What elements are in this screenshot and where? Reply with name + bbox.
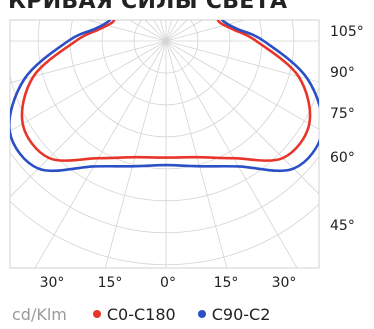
angle-label-bottom-2: 15° <box>98 275 123 291</box>
grid-ring-6 <box>10 151 319 234</box>
angle-label-bottom-3: 0° <box>160 275 176 291</box>
unit-label: cd/Klm <box>12 304 67 324</box>
angle-label-right-5: 45° <box>330 218 355 234</box>
grid-spoke-75 <box>165 40 319 83</box>
grid-spoke-m105 <box>86 20 167 42</box>
series-group <box>10 20 319 173</box>
legend-entry-c90-c2: C90-C2 <box>197 304 271 324</box>
grid-spoke-m75 <box>10 40 167 84</box>
angle-label-right-3: 75° <box>330 106 355 122</box>
grid-spoke-m45 <box>10 40 167 198</box>
series-line-c0-c180 <box>20 20 312 162</box>
grid-spoke-30 <box>165 40 298 268</box>
legend: cd/Klm C0-C180 C90-C2 <box>12 303 292 325</box>
grid-spoke-45 <box>165 40 319 195</box>
grid-spoke-m30 <box>34 40 167 268</box>
angle-label-right-2: 90° <box>330 65 355 81</box>
chart-title: КРИВАЯ СИЛЫ СВЕТА <box>8 0 288 14</box>
right-angle-labels: 105° 90° 75° 60° 45° <box>330 24 364 234</box>
angle-label-bottom-1: 30° <box>40 275 65 291</box>
grid-spoke-m60 <box>10 40 167 132</box>
legend-label-c0-c180: C0-C180 <box>106 304 176 324</box>
polar-grid <box>10 20 319 268</box>
polar-chart: 105° 90° 75° 60° 45° 30° 15° 0° 15° 30° <box>9 19 364 291</box>
grid-spoke-m15 <box>104 40 167 268</box>
angle-label-bottom-5: 30° <box>272 275 297 291</box>
grid-spoke-15 <box>165 40 228 268</box>
angle-label-right-1: 105° <box>330 24 364 40</box>
legend-dot-c90-c2 <box>197 310 206 318</box>
legend-entry-c0-c180: C0-C180 <box>92 304 176 324</box>
series-line-c90-c2 <box>10 20 319 173</box>
bottom-angle-labels: 30° 15° 0° 15° 30° <box>40 275 297 291</box>
angle-label-bottom-4: 15° <box>214 275 239 291</box>
angle-label-right-4: 60° <box>330 150 355 166</box>
grid-spoke-60 <box>165 40 319 130</box>
legend-dot-c0-c180 <box>92 310 101 318</box>
legend-label-c90-c2: C90-C2 <box>211 304 271 324</box>
grid-ring-7 <box>10 200 319 266</box>
grid-spoke-105 <box>165 20 246 42</box>
